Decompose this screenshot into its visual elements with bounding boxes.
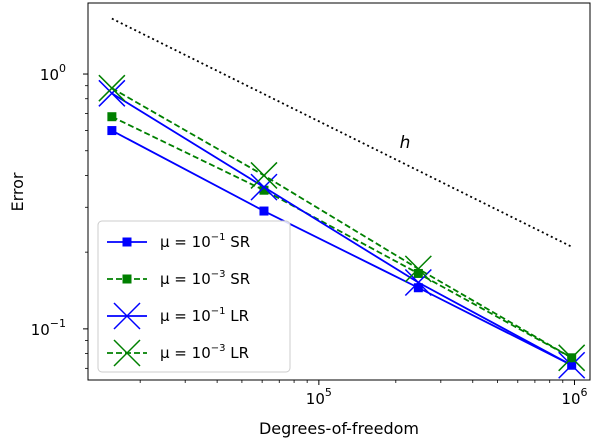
y-tick-label: 10−1	[31, 317, 66, 339]
y-axis-label: Error	[8, 172, 27, 211]
data-point	[98, 79, 126, 107]
data-point	[107, 112, 117, 122]
data-point	[250, 161, 278, 189]
legend-label: μ = 10−3 SR	[160, 269, 250, 288]
reference-layer: h	[111, 17, 573, 248]
series-4	[98, 74, 586, 372]
data-point	[250, 173, 278, 201]
y-tick-label: 100	[40, 62, 66, 84]
legend-box	[97, 220, 291, 373]
data-point	[259, 206, 269, 216]
legend-marker	[113, 302, 141, 330]
series-line	[111, 115, 573, 359]
data-point	[558, 344, 586, 372]
data-point	[98, 74, 126, 102]
data-point	[259, 185, 269, 195]
data-point	[413, 283, 423, 293]
data-point	[558, 351, 586, 379]
series-line	[111, 92, 573, 367]
ticks-layer: 105 106 10−1 100	[31, 62, 588, 408]
plot-frame	[87, 2, 591, 381]
reference-line	[111, 17, 573, 248]
series-layer	[98, 74, 586, 379]
x-tick-label: 106	[561, 386, 587, 408]
x-tick-label: 105	[306, 386, 332, 408]
reference-label: h	[400, 133, 411, 153]
series-line	[111, 87, 573, 359]
legend-marker	[113, 339, 141, 367]
legend: μ = 10−1 SR μ = 10−3 SR μ = 10−1 LR μ = 10−…	[97, 220, 291, 373]
legend-entry-1: μ = 10−1 SR	[107, 232, 250, 251]
legend-entry-3: μ = 10−1 LR	[107, 302, 249, 330]
legend-entry-4: μ = 10−3 LR	[107, 339, 249, 367]
data-point	[413, 268, 423, 278]
legend-entry-2: μ = 10−3 SR	[107, 269, 250, 288]
series-3	[98, 79, 586, 379]
legend-marker	[122, 237, 132, 247]
legend-label: μ = 10−3 LR	[160, 343, 249, 362]
data-point	[107, 126, 117, 136]
legend-marker	[122, 274, 132, 284]
x-axis-label: Degrees-of-freedom	[259, 419, 419, 438]
data-point	[404, 255, 432, 283]
legend-label: μ = 10−1 SR	[160, 232, 250, 251]
legend-label: μ = 10−1 LR	[160, 306, 249, 325]
series-line	[111, 129, 573, 367]
